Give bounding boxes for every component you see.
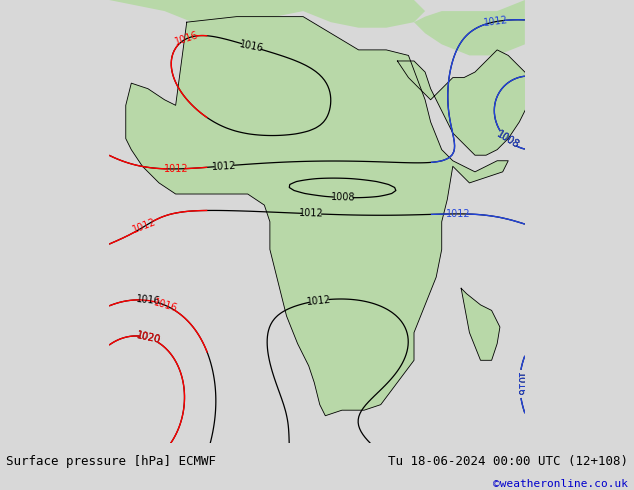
Text: 1016: 1016 — [238, 39, 264, 53]
Text: 1012: 1012 — [299, 208, 324, 219]
Text: 1012: 1012 — [482, 15, 508, 28]
Text: 1016: 1016 — [152, 297, 179, 314]
Polygon shape — [126, 17, 508, 416]
Polygon shape — [109, 0, 425, 28]
Text: 1012: 1012 — [446, 209, 470, 219]
Text: 1016: 1016 — [136, 294, 161, 307]
Text: 1012: 1012 — [306, 294, 332, 307]
Text: Tu 18-06-2024 00:00 UTC (12+108): Tu 18-06-2024 00:00 UTC (12+108) — [387, 455, 628, 467]
Text: 1012: 1012 — [164, 164, 188, 174]
Text: 1016: 1016 — [515, 371, 525, 396]
Text: 1012: 1012 — [212, 160, 236, 172]
Text: 1020: 1020 — [136, 331, 162, 345]
Polygon shape — [398, 50, 536, 155]
Text: 1016: 1016 — [174, 30, 200, 47]
Text: 1020: 1020 — [136, 331, 162, 345]
Text: 1008: 1008 — [495, 129, 521, 150]
Text: ©weatheronline.co.uk: ©weatheronline.co.uk — [493, 479, 628, 490]
Text: 1012: 1012 — [131, 217, 158, 235]
Text: 1008: 1008 — [331, 192, 356, 203]
Text: Surface pressure [hPa] ECMWF: Surface pressure [hPa] ECMWF — [6, 455, 216, 467]
Text: 1016: 1016 — [515, 371, 525, 396]
Polygon shape — [414, 0, 525, 55]
Polygon shape — [461, 288, 500, 360]
Text: 1008: 1008 — [495, 129, 521, 150]
